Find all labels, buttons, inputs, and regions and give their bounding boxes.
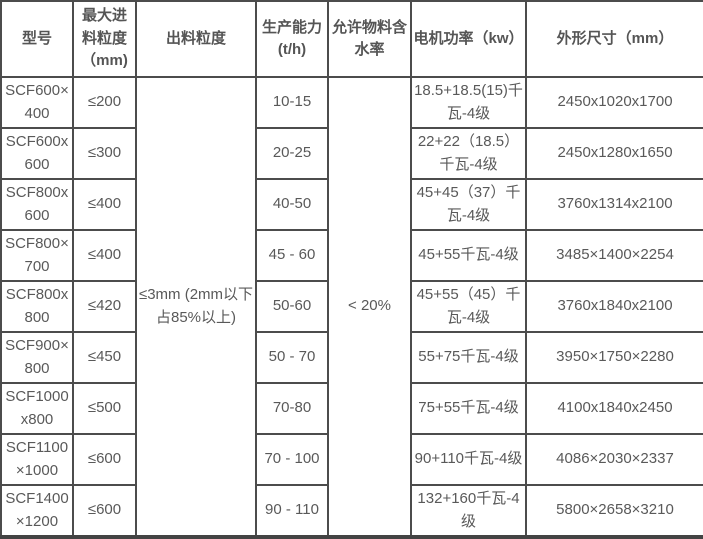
cell-max-feed: ≤300: [72, 127, 137, 180]
cell-max-feed: ≤500: [72, 382, 137, 435]
cell-model: SCF800x800: [0, 280, 74, 333]
table-row: SCF1000x800 ≤500 70-80 75+55千瓦-4级 4100x1…: [0, 382, 703, 435]
column-header-model: 型号: [0, 0, 74, 78]
cell-power: 18.5+18.5(15)千瓦-4级: [410, 76, 527, 129]
header-row: 型号 最大进料粒度（mm) 出料粒度 生产能力(t/h) 允许物料含水率 电机功…: [0, 0, 703, 78]
cell-max-feed: ≤600: [72, 484, 137, 538]
cell-max-feed: ≤200: [72, 76, 137, 129]
cell-model: SCF1400×1200: [0, 484, 74, 538]
column-header-max-feed: 最大进料粒度（mm): [72, 0, 137, 78]
cell-dimensions: 3760x1314x2100: [525, 178, 703, 231]
cell-dimensions: 5800×2658×3210: [525, 484, 703, 538]
cell-model: SCF1000x800: [0, 382, 74, 435]
table-row: SCF800x800 ≤420 50-60 45+55（45）千瓦-4级 376…: [0, 280, 703, 333]
cell-capacity: 70 - 100: [255, 433, 329, 486]
cell-power: 75+55千瓦-4级: [410, 382, 527, 435]
cell-capacity: 10-15: [255, 76, 329, 129]
cell-capacity: 20-25: [255, 127, 329, 180]
cell-max-feed: ≤450: [72, 331, 137, 384]
cell-output-size-merged: ≤3mm (2mm以下占85%以上): [135, 76, 257, 538]
cell-capacity: 50 - 70: [255, 331, 329, 384]
cell-model: SCF800x600: [0, 178, 74, 231]
column-header-output-size: 出料粒度: [135, 0, 257, 78]
table-row: SCF1100×1000 ≤600 70 - 100 90+110千瓦-4级 4…: [0, 433, 703, 486]
cell-capacity: 40-50: [255, 178, 329, 231]
cell-power: 55+75千瓦-4级: [410, 331, 527, 384]
cell-power: 132+160千瓦-4级: [410, 484, 527, 538]
cell-max-feed: ≤420: [72, 280, 137, 333]
cell-max-feed: ≤400: [72, 178, 137, 231]
table-row: SCF800x600 ≤400 40-50 45+45（37）千瓦-4级 376…: [0, 178, 703, 231]
cell-model: SCF600×400: [0, 76, 74, 129]
cell-power: 22+22（18.5）千瓦-4级: [410, 127, 527, 180]
cell-max-feed: ≤400: [72, 229, 137, 282]
cell-capacity: 50-60: [255, 280, 329, 333]
cell-dimensions: 4086×2030×2337: [525, 433, 703, 486]
cell-model: SCF900×800: [0, 331, 74, 384]
table-row: SCF600×400 ≤200 ≤3mm (2mm以下占85%以上) 10-15…: [0, 76, 703, 538]
cell-dimensions: 2450x1020x1700: [525, 76, 703, 129]
table-row: SCF600x600 ≤300 20-25 22+22（18.5）千瓦-4级 2…: [0, 127, 703, 180]
cell-power: 45+55千瓦-4级: [410, 229, 527, 282]
column-header-moisture: 允许物料含水率: [327, 0, 412, 78]
table-row: SCF900×800 ≤450 50 - 70 55+75千瓦-4级 3950×…: [0, 331, 703, 384]
table-row: SCF800×700 ≤400 45 - 60 45+55千瓦-4级 3485×…: [0, 229, 703, 282]
column-header-power: 电机功率（kw）: [410, 0, 527, 78]
cell-capacity: 90 - 110: [255, 484, 329, 538]
cell-power: 45+45（37）千瓦-4级: [410, 178, 527, 231]
cell-dimensions: 4100x1840x2450: [525, 382, 703, 435]
cell-power: 45+55（45）千瓦-4级: [410, 280, 527, 333]
cell-dimensions: 2450x1280x1650: [525, 127, 703, 180]
column-header-dimensions: 外形尺寸（mm）: [525, 0, 703, 78]
cell-dimensions: 3485×1400×2254: [525, 229, 703, 282]
cell-max-feed: ≤600: [72, 433, 137, 486]
cell-dimensions: 3760x1840x2100: [525, 280, 703, 333]
cell-model: SCF600x600: [0, 127, 74, 180]
cell-dimensions: 3950×1750×2280: [525, 331, 703, 384]
cell-capacity: 45 - 60: [255, 229, 329, 282]
cell-capacity: 70-80: [255, 382, 329, 435]
cell-model: SCF800×700: [0, 229, 74, 282]
cell-moisture-merged: < 20%: [327, 76, 412, 538]
cell-model: SCF1100×1000: [0, 433, 74, 486]
column-header-capacity: 生产能力(t/h): [255, 0, 329, 78]
cell-power: 90+110千瓦-4级: [410, 433, 527, 486]
